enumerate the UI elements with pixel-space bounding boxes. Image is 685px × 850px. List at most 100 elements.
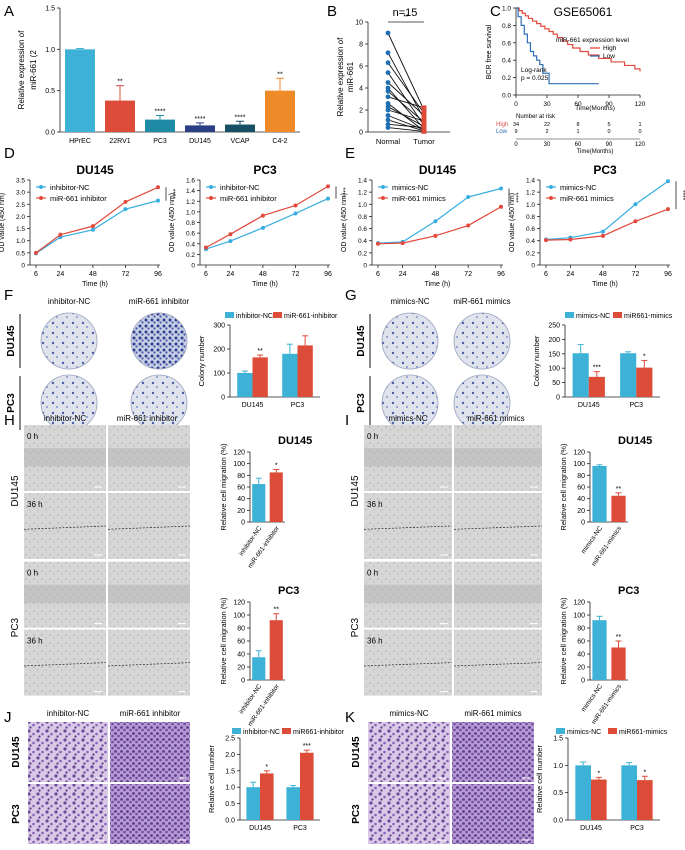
- series-point: [568, 237, 573, 242]
- image-panel-g: mimics-NC miR-661 mimics DU145 PC3: [356, 297, 511, 432]
- x-tick-label: VCAP: [230, 138, 249, 145]
- y-tick-label: 120: [573, 600, 585, 607]
- column-label: mimics-NC: [389, 709, 428, 718]
- bar: [621, 765, 637, 820]
- scratch-edge: [363, 525, 453, 530]
- series-point: [499, 204, 503, 209]
- panel-label-g: G: [345, 287, 357, 304]
- y-tick-label: 1.5: [553, 736, 563, 743]
- row-label: PC3: [10, 617, 21, 637]
- legend-label: High: [603, 45, 617, 52]
- colony-dish: [381, 312, 439, 370]
- row-label: PC3: [6, 393, 17, 413]
- x-tick-label: DU145: [242, 402, 264, 409]
- scratch-gap: [454, 448, 542, 467]
- risk-value: 8: [576, 122, 579, 128]
- bar: [269, 620, 283, 680]
- series-point: [666, 179, 670, 184]
- series-point: [90, 227, 95, 232]
- survival-curve-low: [516, 7, 599, 85]
- risk-x-tick: 120: [635, 142, 646, 148]
- chart-title: DU145: [76, 163, 114, 177]
- series-point: [433, 219, 438, 224]
- y-tick-label: 60: [577, 485, 585, 492]
- y-tick-label: 100: [233, 613, 245, 620]
- time-label: 36 h: [367, 637, 383, 646]
- legend-label: mimics-NC: [576, 313, 610, 320]
- series-point: [204, 245, 208, 250]
- legend-marker: [549, 185, 553, 189]
- tumor-point: [421, 113, 427, 118]
- row-label: DU145: [350, 475, 361, 507]
- image-panel-j: inhibitor-NC miR-661 inhibitor DU145 PC3: [11, 709, 190, 844]
- risk-value: 5: [607, 122, 610, 128]
- significance-label: ****: [339, 187, 346, 198]
- normal-point: [385, 85, 391, 91]
- normal-point: [385, 117, 391, 123]
- column-label: miR-661 mimics: [467, 414, 524, 423]
- tumor-point: [421, 105, 427, 111]
- y-tick-label: 1.6: [186, 178, 195, 185]
- series-point: [260, 213, 265, 218]
- y-tick-label: 0.6: [186, 231, 195, 238]
- y-tick-label: 8: [359, 42, 363, 49]
- normal-point: [385, 30, 391, 36]
- y-tick-label: 0.2: [358, 250, 367, 257]
- panel-label-k: K: [345, 709, 355, 726]
- bar: [246, 787, 260, 820]
- y-tick-label: 2.5: [225, 736, 235, 743]
- column-label: miR-661 inhibitor: [117, 414, 178, 423]
- legend-label: mimics-NC: [567, 729, 601, 736]
- bar-pc3: [145, 119, 175, 132]
- y-tick-label: 1.4: [358, 178, 367, 185]
- significance-label: **: [616, 486, 622, 493]
- y-tick-label: 0: [221, 395, 225, 402]
- bar: [269, 472, 283, 522]
- row-label: PC3: [11, 804, 22, 824]
- image-panel-f: inhibitor-NC miR-661 inhibitor DU145 PC3: [6, 297, 190, 432]
- scratch-edge: [453, 525, 543, 530]
- y-tick-label: 0.8: [526, 214, 535, 221]
- row-label: DU145: [356, 325, 367, 357]
- pair-line: [387, 87, 425, 129]
- panel-label-a: A: [4, 3, 14, 20]
- series-point: [600, 233, 605, 238]
- y-tick-label: 40: [577, 652, 585, 659]
- legend-swatch: [273, 312, 282, 318]
- y-axis-label: Relative cell number: [207, 745, 216, 813]
- x-tick-label: 24: [227, 271, 235, 278]
- risk-value: 34: [513, 122, 519, 128]
- y-tick-label: 0: [359, 130, 363, 137]
- chart-d1: 0 0.5 1.0 1.5 2.0 2.5 3.0 3.5 OD value (450 nm) 6…: [0, 163, 176, 288]
- column-label: miR-661 inhibitor: [129, 297, 190, 306]
- y-tick-label: 1.5: [225, 768, 235, 775]
- y-axis-label: Colony number: [197, 335, 206, 386]
- risk-x-tick: 30: [544, 142, 551, 148]
- y-tick-label: 0.8: [358, 214, 367, 221]
- x-tick-label: 60: [574, 101, 582, 108]
- y-tick-label: 300: [213, 323, 225, 330]
- series-point: [600, 229, 605, 234]
- y-tick-label: 1.5: [16, 226, 25, 233]
- panel-label-j: J: [4, 709, 12, 726]
- scratch-gap: [24, 584, 106, 604]
- y-tick-label: 0.2: [186, 252, 195, 259]
- y-tick-label: 2.0: [225, 752, 235, 759]
- legend-label: inhibitor-NC: [243, 729, 280, 736]
- series-point: [633, 202, 638, 207]
- y-tick-label: 0.0: [502, 93, 511, 100]
- x-tick-label: 96: [324, 271, 332, 278]
- x-tick-label: 6: [544, 271, 548, 278]
- y-tick-label: 50: [552, 380, 560, 387]
- y-tick-label: 120: [233, 600, 245, 607]
- y-axis-label: Relative expression of: [17, 30, 26, 109]
- legend-label: inhibitor-NC: [220, 183, 260, 192]
- y-axis-label: Relative cell number: [535, 745, 544, 813]
- invasion-image: [452, 784, 534, 844]
- legend-label: miR-661 inhibitor: [220, 194, 277, 203]
- series-point: [156, 198, 160, 203]
- scratch-image: [364, 629, 452, 696]
- normal-point: [385, 101, 391, 106]
- chart-h1: 0 20 40 60 80 100 120 Relative cell migration (…: [219, 435, 312, 570]
- y-axis-label: Relative cell migration (%): [559, 597, 568, 685]
